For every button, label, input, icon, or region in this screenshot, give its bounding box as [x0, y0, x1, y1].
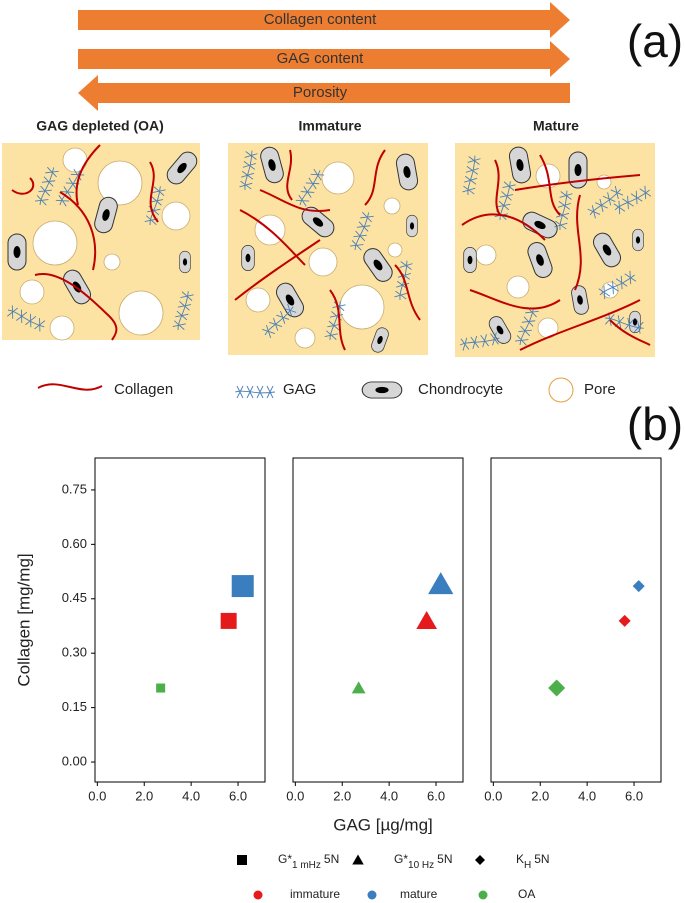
- legend-label: G*10 Hz 5N: [394, 852, 452, 870]
- legend-main: K: [516, 852, 524, 866]
- y-axis-label: Collagen [mg/mg]: [14, 553, 33, 686]
- x-tick-label: 2.0: [333, 788, 351, 803]
- x-tick-label: 0.0: [484, 788, 502, 803]
- y-tick-label: 0.45: [62, 590, 87, 605]
- legend-collagen: [37, 383, 103, 391]
- x-tick-label: 4.0: [578, 788, 596, 803]
- tissue-panel: [455, 143, 655, 357]
- legend-label: mature: [400, 887, 438, 901]
- marker: [351, 681, 366, 694]
- legend-pore: [548, 377, 574, 403]
- marker: [231, 575, 254, 598]
- legend-label: Chondrocyte: [418, 381, 503, 398]
- x-tick-label: 0.0: [88, 788, 106, 803]
- arrow-label: Collagen content: [264, 11, 377, 28]
- legend-dot: [478, 890, 488, 900]
- x-tick-label: 4.0: [380, 788, 398, 803]
- arrow-label: Porosity: [293, 84, 348, 101]
- arrow: [78, 2, 570, 38]
- x-tick-label: 6.0: [229, 788, 247, 803]
- x-axis-label: GAG [µg/mg]: [333, 815, 433, 834]
- legend-sub: 1 mHz: [292, 860, 321, 871]
- y-tick-label: 0.60: [62, 536, 87, 551]
- x-tick-label: 4.0: [182, 788, 200, 803]
- marker: [156, 683, 166, 693]
- marker: [352, 854, 364, 865]
- legend-label: Collagen: [114, 381, 173, 398]
- plot-frame: [94, 457, 266, 783]
- marker: [632, 580, 645, 593]
- legend-label: KH 5N: [516, 852, 550, 870]
- panel-title: Mature: [533, 118, 579, 134]
- legend-label: immature: [290, 887, 340, 901]
- arrow: [78, 41, 570, 77]
- marker: [220, 612, 237, 629]
- marker: [475, 855, 485, 865]
- legend-label: Pore: [584, 381, 616, 398]
- legend-cell: [361, 381, 403, 399]
- legend-dot: [253, 890, 263, 900]
- legend-main: G*: [278, 852, 292, 866]
- marker: [618, 614, 631, 627]
- tissue-panel: [228, 143, 428, 355]
- panel-title: Immature: [298, 118, 361, 134]
- legend-label: OA: [518, 887, 535, 901]
- legend-dot: [367, 890, 377, 900]
- y-tick-label: 0.30: [62, 645, 87, 660]
- marker: [416, 611, 438, 630]
- y-tick-label: 0.00: [62, 753, 87, 768]
- legend-tail: 5N: [534, 852, 549, 866]
- legend-sub: H: [524, 860, 531, 871]
- legend-tail: 5N: [324, 852, 339, 866]
- panel-title: GAG depleted (OA): [36, 118, 164, 134]
- plot-frame: [490, 457, 662, 783]
- legend-main: G*: [394, 852, 408, 866]
- arrow-label: GAG content: [277, 50, 365, 67]
- marker: [428, 572, 454, 595]
- legend-tail: 5N: [437, 852, 452, 866]
- legend-gag: [234, 385, 276, 399]
- legend-label: GAG: [283, 381, 316, 398]
- x-tick-label: 0.0: [286, 788, 304, 803]
- panel-label: (a): [627, 15, 683, 67]
- marker: [548, 679, 566, 697]
- x-tick-label: 6.0: [427, 788, 445, 803]
- legend-sub: 10 Hz: [408, 860, 434, 871]
- tissue-panel: [2, 143, 201, 341]
- legend-label: G*1 mHz 5N: [278, 852, 339, 870]
- plot-frame: [292, 457, 464, 783]
- x-tick-label: 2.0: [135, 788, 153, 803]
- y-tick-label: 0.75: [62, 481, 87, 496]
- marker: [237, 855, 247, 865]
- y-tick-label: 0.15: [62, 699, 87, 714]
- panel-label: (b): [627, 398, 683, 450]
- x-tick-label: 2.0: [531, 788, 549, 803]
- arrow: [78, 75, 570, 111]
- x-tick-label: 6.0: [625, 788, 643, 803]
